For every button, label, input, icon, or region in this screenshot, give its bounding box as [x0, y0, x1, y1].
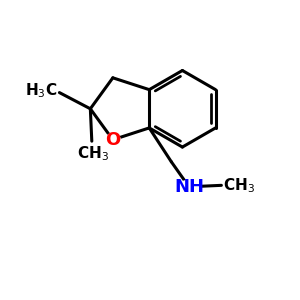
- Ellipse shape: [106, 134, 120, 146]
- Text: CH$_3$: CH$_3$: [77, 144, 109, 163]
- Text: O: O: [105, 131, 121, 149]
- Text: H$_3$C: H$_3$C: [25, 82, 57, 100]
- Text: CH$_3$: CH$_3$: [223, 176, 255, 195]
- Ellipse shape: [179, 180, 199, 193]
- Text: NH: NH: [174, 178, 204, 196]
